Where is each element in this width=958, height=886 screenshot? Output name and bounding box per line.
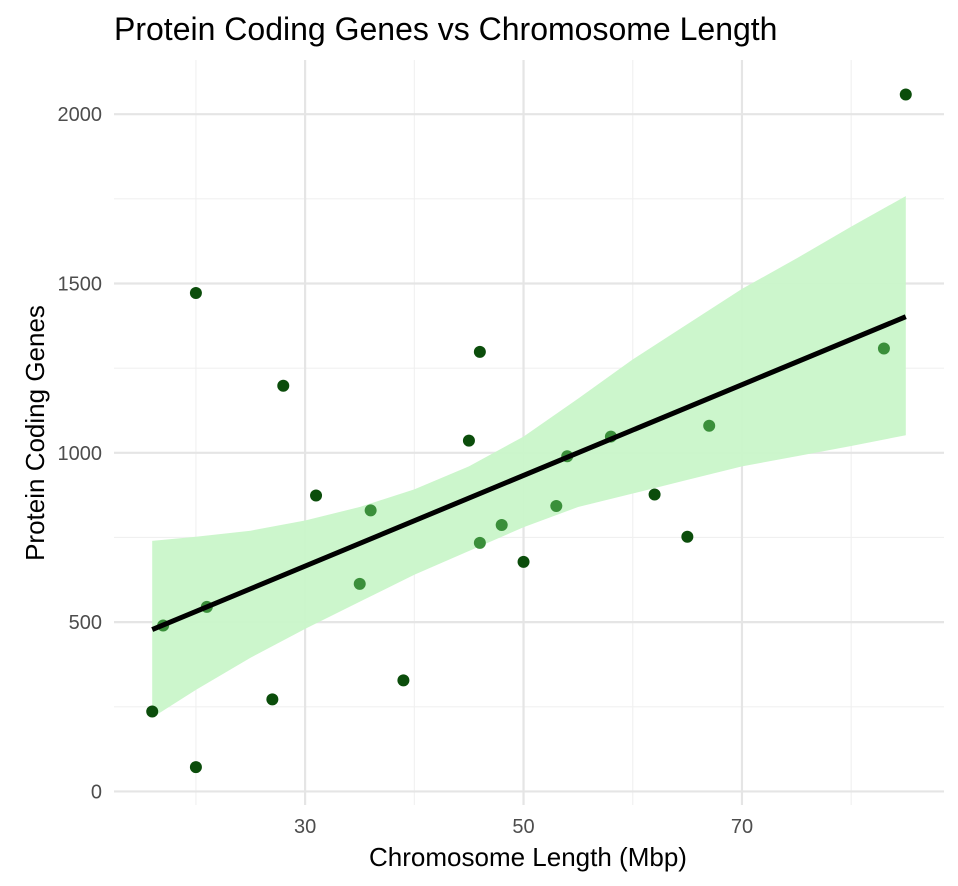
data-point	[310, 489, 323, 502]
data-point	[473, 536, 486, 549]
x-tick-labels: 30 50 70	[294, 816, 753, 838]
data-point	[364, 504, 377, 517]
data-point	[353, 577, 366, 590]
chart-title: Protein Coding Genes vs Chromosome Lengt…	[114, 11, 777, 47]
regression-line	[151, 314, 907, 632]
y-tick-label: 2000	[58, 104, 103, 126]
y-axis-title: Protein Coding Genes	[20, 305, 50, 561]
y-tick-labels: 0 500 1000 1500 2000	[58, 104, 103, 803]
confidence-band	[152, 196, 906, 718]
data-point	[899, 88, 912, 101]
y-tick-label: 1500	[58, 274, 103, 296]
data-point	[146, 705, 159, 718]
data-point	[462, 434, 475, 447]
data-point	[277, 379, 290, 392]
data-point	[473, 345, 486, 358]
data-point	[648, 488, 661, 501]
x-tick-label: 70	[731, 816, 753, 838]
y-tick-label: 0	[91, 781, 102, 803]
x-tick-label: 30	[294, 816, 316, 838]
data-point	[397, 674, 410, 687]
data-point	[703, 419, 716, 432]
data-point	[189, 286, 202, 299]
data-point	[266, 693, 279, 706]
data-point	[877, 342, 890, 355]
y-tick-label: 1000	[58, 443, 103, 465]
data-point	[517, 555, 530, 568]
data-point	[550, 499, 563, 512]
data-point	[189, 761, 202, 774]
x-tick-label: 50	[512, 816, 534, 838]
data-point	[495, 518, 508, 531]
x-axis-title: Chromosome Length (Mbp)	[369, 842, 687, 872]
y-tick-label: 500	[69, 612, 102, 634]
data-point	[681, 530, 694, 543]
